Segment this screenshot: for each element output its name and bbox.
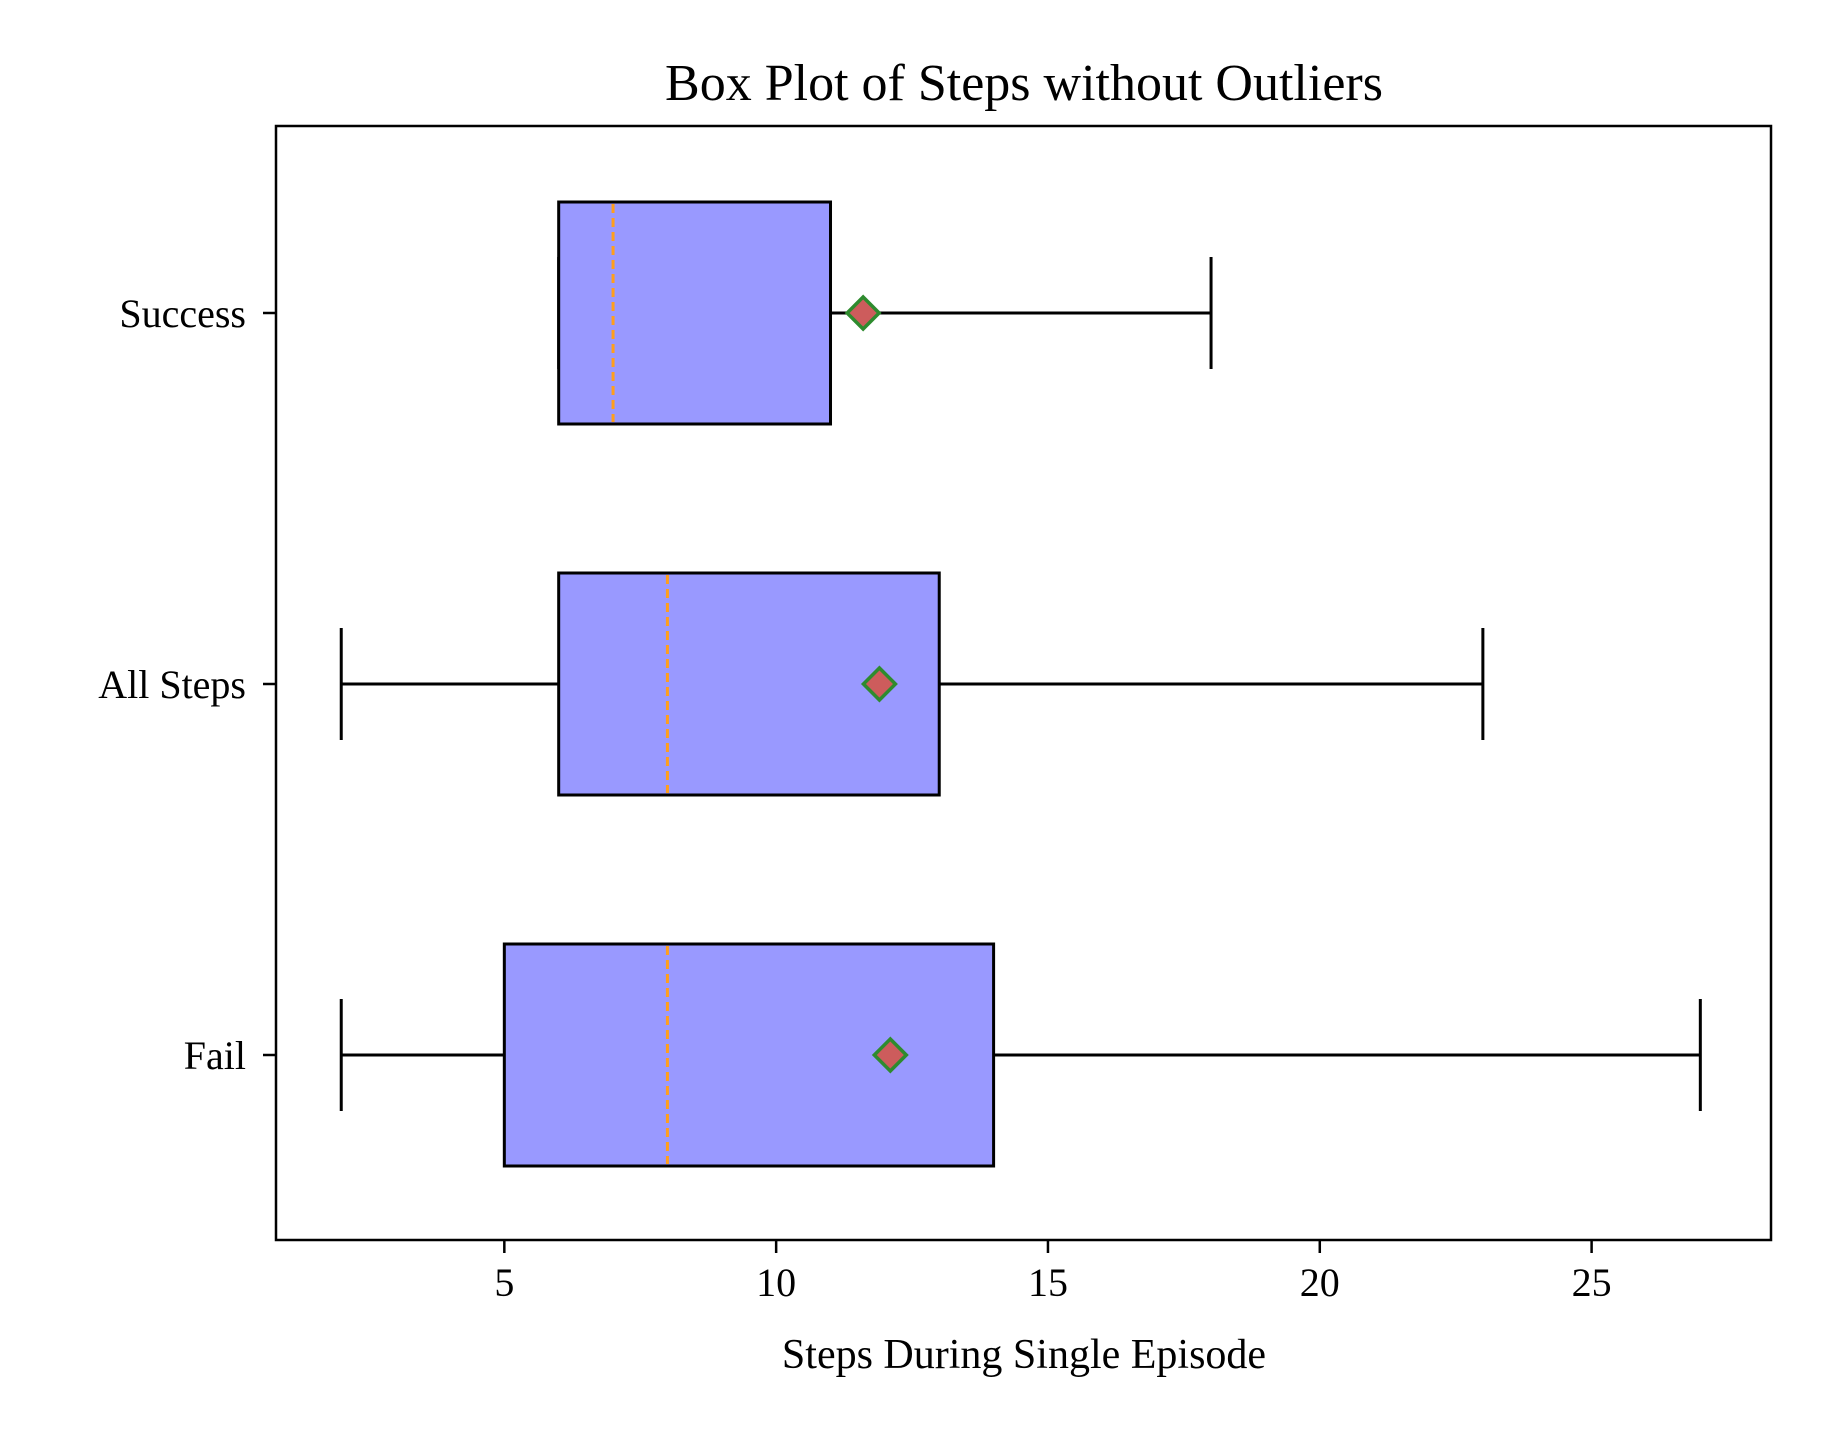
x-tick-label: 25 (1572, 1260, 1612, 1305)
chart-title: Box Plot of Steps without Outliers (665, 55, 1383, 112)
box-iqr (557, 200, 833, 426)
y-axis-ticks: Success All Steps Fail (98, 291, 276, 1078)
box-group-fail (339, 942, 1702, 1168)
y-tick-label: Success (119, 291, 246, 336)
x-tick-label: 20 (1300, 1260, 1340, 1305)
box-group-success (557, 200, 1213, 426)
mean-marker (860, 665, 898, 703)
y-tick-label: Fail (184, 1033, 246, 1078)
x-axis-label: Steps During Single Episode (782, 1332, 1266, 1378)
mean-marker (844, 294, 882, 332)
plot-area (339, 200, 1702, 1168)
x-tick-label: 10 (756, 1260, 796, 1305)
box-iqr (502, 942, 996, 1168)
x-tick-label: 15 (1028, 1260, 1068, 1305)
y-tick-label: All Steps (98, 662, 246, 707)
x-axis-ticks: 5 10 15 20 25 (494, 1240, 1612, 1305)
x-tick-label: 5 (494, 1260, 514, 1305)
mean-marker (871, 1036, 909, 1074)
box-group-all-steps (339, 571, 1485, 797)
